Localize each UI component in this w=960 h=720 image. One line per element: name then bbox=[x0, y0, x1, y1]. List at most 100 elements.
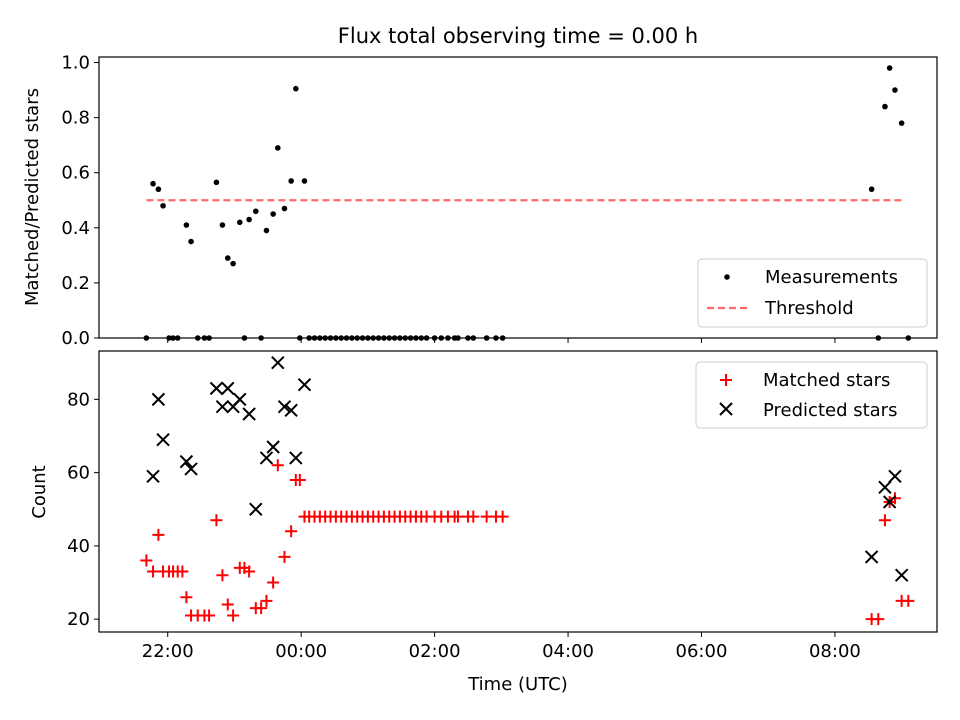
predicted-star-point bbox=[888, 469, 902, 484]
top-y-tick-label: 0.4 bbox=[61, 218, 90, 239]
matched-star-point bbox=[243, 565, 256, 578]
matched-star-point bbox=[152, 528, 165, 541]
measurement-point bbox=[224, 255, 231, 261]
measurement-point bbox=[301, 178, 308, 184]
bottom-x-tick-label: 02:00 bbox=[409, 641, 461, 662]
top-legend: Measurements Threshold bbox=[697, 258, 928, 328]
measurement-point bbox=[293, 85, 299, 92]
top-chart-title: Flux total observing time = 0.00 h bbox=[338, 24, 698, 48]
predicted-star-point bbox=[221, 381, 235, 396]
predicted-star-point bbox=[289, 451, 303, 465]
top-y-axis-label: Matched/Predicted stars bbox=[22, 88, 43, 306]
matched-star-point bbox=[267, 576, 280, 589]
measurement-point bbox=[288, 178, 294, 184]
top-x-axis-ticks bbox=[167, 338, 836, 343]
top-y-tick-label: 0.0 bbox=[61, 328, 90, 349]
measurement-point bbox=[882, 103, 888, 110]
bottom-y-tick-label: 40 bbox=[67, 536, 90, 557]
bottom-y-axis-label: Count bbox=[29, 465, 50, 518]
legend-predicted-label: Predicted stars bbox=[763, 400, 897, 421]
matched-star-point bbox=[260, 594, 273, 607]
measurement-point bbox=[892, 87, 898, 93]
legend-threshold-label: Threshold bbox=[764, 298, 854, 319]
bottom-y-tick-label: 20 bbox=[67, 609, 90, 630]
predicted-star-point bbox=[156, 432, 170, 447]
predicted-star-point bbox=[184, 462, 198, 476]
matched-star-point bbox=[278, 550, 291, 563]
predicted-star-point bbox=[215, 399, 230, 414]
predicted-star-point bbox=[209, 381, 224, 396]
bottom-x-tick-label: 08:00 bbox=[809, 641, 861, 662]
predicted-star-point bbox=[266, 440, 280, 454]
legend-matched-marker bbox=[720, 374, 732, 386]
legend-matched-label: Matched stars bbox=[763, 370, 890, 391]
top-legend-box bbox=[697, 258, 928, 328]
matched-star-point bbox=[176, 565, 189, 578]
predicted-star-point bbox=[146, 469, 160, 484]
matched-star-point bbox=[210, 514, 223, 527]
predicted-star-point bbox=[242, 407, 256, 421]
predicted-star-point bbox=[297, 377, 312, 392]
measurement-point bbox=[188, 238, 194, 245]
matched-star-point bbox=[147, 565, 160, 578]
measurement-point bbox=[150, 180, 156, 187]
matched-star-point bbox=[451, 510, 464, 523]
measurement-point bbox=[246, 216, 252, 223]
predicted-star-point bbox=[151, 392, 166, 407]
predicted-star-point bbox=[259, 451, 274, 465]
matched-star-point bbox=[271, 459, 284, 472]
predicted-star-point bbox=[271, 356, 285, 370]
top-y-tick-label: 0.8 bbox=[61, 108, 90, 129]
measurement-point bbox=[236, 219, 243, 226]
measurement-point bbox=[263, 227, 270, 234]
measurement-point bbox=[270, 211, 276, 217]
bottom-y-tick-label: 80 bbox=[67, 389, 90, 410]
measurement-point bbox=[160, 202, 166, 209]
bottom-y-tick-label: 60 bbox=[67, 463, 90, 484]
measurement-point bbox=[275, 145, 281, 151]
measurement-point bbox=[886, 65, 893, 71]
bottom-x-axis: 22:00 00:00 02:00 04:00 06:00 08:00 bbox=[142, 632, 861, 662]
predicted-star-point bbox=[284, 403, 298, 418]
bottom-x-tick-label: 22:00 bbox=[142, 641, 194, 662]
bottom-x-tick-label: 06:00 bbox=[676, 641, 728, 662]
predicted-star-point bbox=[277, 399, 292, 414]
matched-star-point bbox=[140, 554, 153, 567]
top-y-tick-label: 0.6 bbox=[61, 163, 90, 184]
bottom-legend: Matched stars Predicted stars bbox=[695, 361, 928, 429]
matched-star-point bbox=[180, 591, 193, 604]
bottom-x-tick-label: 00:00 bbox=[275, 641, 327, 662]
bottom-x-axis-label: Time (UTC) bbox=[467, 674, 568, 695]
matched-star-point bbox=[255, 602, 268, 615]
top-y-tick-label: 0.2 bbox=[61, 273, 90, 294]
bottom-y-axis: 20 40 60 80 bbox=[67, 389, 99, 630]
legend-measurements-label: Measurements bbox=[765, 267, 898, 288]
matched-star-point bbox=[221, 598, 234, 611]
predicted-star-point bbox=[249, 502, 263, 516]
measurement-point bbox=[252, 208, 259, 215]
measurement-point bbox=[213, 179, 220, 186]
measurement-point bbox=[868, 186, 875, 193]
predicted-star-point bbox=[878, 480, 892, 494]
bottom-plot-frame bbox=[98, 350, 938, 633]
matched-star-point bbox=[293, 473, 306, 486]
top-y-axis: 0.0 0.2 0.4 0.6 0.8 1.0 bbox=[61, 53, 99, 349]
matched-star-point bbox=[227, 609, 240, 622]
measurement-point bbox=[155, 186, 162, 193]
measurement-point bbox=[230, 260, 236, 267]
predicted-star-point bbox=[894, 568, 909, 582]
predicted-star-point bbox=[233, 392, 247, 407]
matched-star-point bbox=[878, 514, 891, 527]
matched-star-point bbox=[496, 510, 509, 523]
top-plot-panel: 0.0 0.2 0.4 0.6 0.8 1.0 Matched/Predicted sta… bbox=[22, 53, 938, 349]
matched-star-point bbox=[902, 594, 915, 607]
predicted-star-point bbox=[882, 495, 897, 509]
bottom-plot-marks bbox=[140, 356, 915, 626]
predicted-star-point bbox=[864, 550, 879, 564]
measurement-point bbox=[219, 222, 226, 228]
measurement-point bbox=[183, 222, 190, 228]
top-y-tick-label: 1.0 bbox=[61, 53, 90, 74]
